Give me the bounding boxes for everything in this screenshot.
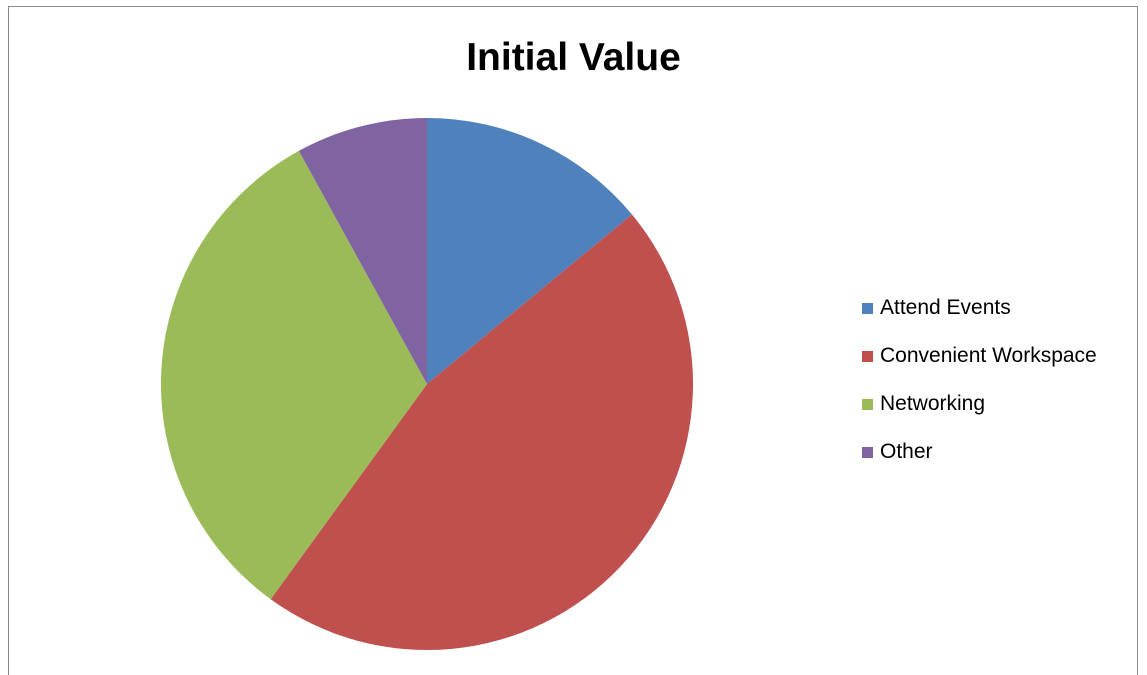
legend-swatch bbox=[862, 350, 873, 362]
legend-item-networking: Networking bbox=[862, 392, 1097, 416]
legend-label: Attend Events bbox=[880, 296, 1011, 319]
pie-slice-convenient-workspace bbox=[270, 214, 694, 651]
legend-swatch bbox=[862, 302, 873, 314]
pie-slice-networking bbox=[160, 150, 427, 600]
legend-item-convenient-workspace: Convenient Workspace bbox=[862, 344, 1097, 368]
legend: Attend Events Convenient Workspace Netwo… bbox=[862, 296, 1097, 488]
legend-label: Convenient Workspace bbox=[880, 344, 1097, 367]
pie-slice-other bbox=[298, 118, 427, 384]
legend-item-other: Other bbox=[862, 440, 1097, 464]
pie-slices bbox=[160, 118, 694, 651]
chart-title: Initial Value bbox=[466, 36, 681, 79]
legend-swatch bbox=[862, 398, 873, 410]
legend-label: Networking bbox=[880, 392, 986, 415]
legend-swatch bbox=[862, 446, 873, 458]
legend-label: Other bbox=[880, 440, 933, 463]
pie-slice-attend-events bbox=[427, 118, 632, 384]
legend-item-attend-events: Attend Events bbox=[862, 296, 1097, 320]
